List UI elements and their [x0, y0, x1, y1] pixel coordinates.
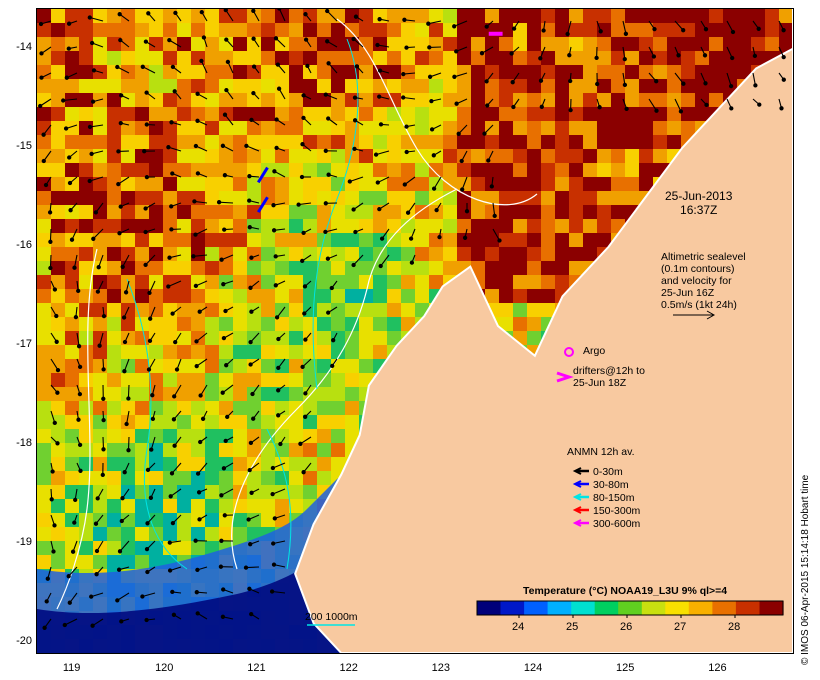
anmn-legend-label: 80-150m — [593, 492, 635, 504]
colorbar-swatch — [571, 601, 596, 615]
anmn-legend-arrowhead — [572, 506, 582, 514]
colorbar-swatch — [547, 601, 572, 615]
y-tick-label: -17 — [16, 337, 32, 350]
credit-text: © IMOS 06-Apr-2015 15:14:18 Hobart time — [800, 474, 811, 665]
colorbar-swatch — [759, 601, 784, 615]
depth-scale-label: 200 1000m — [305, 611, 358, 623]
sst-map-canvas — [37, 9, 793, 653]
anmn-legend-label: 150-300m — [593, 505, 641, 517]
y-tick-label: -20 — [16, 635, 32, 648]
argo-symbol — [564, 347, 574, 357]
anmn-marker-blue — [256, 166, 269, 184]
colorbar-tick-label: 25 — [566, 621, 579, 633]
altimetry-line-1: Altimetric sealevel — [661, 251, 746, 263]
argo-label: Argo — [583, 345, 606, 357]
altimetry-note: Altimetric sealevel (0.1m contours) and … — [661, 251, 746, 311]
drifters-label: drifters@12h to 25-Jun 18Z — [573, 365, 645, 389]
altimetry-line-5: 0.5m/s (1kt 24h) — [661, 299, 737, 311]
x-tick-label: 125 — [616, 662, 635, 674]
x-tick-label: 123 — [431, 662, 451, 674]
y-tick-label: -18 — [16, 436, 32, 449]
anmn-legend-arrowhead — [572, 519, 582, 527]
anmn-legend-label: 300-600m — [593, 518, 641, 530]
altimetry-line-2: (0.1m contours) — [661, 263, 735, 275]
velocity-arrows — [38, 9, 786, 630]
date-label: 25-Jun-2013 16:37Z — [665, 189, 732, 217]
colorbar-swatch — [500, 601, 525, 615]
sst-map: 25-Jun-2013 16:37Z Altimetric sealevel (… — [36, 8, 794, 654]
x-tick-label: 126 — [708, 662, 727, 674]
date-line-1: 25-Jun-2013 — [665, 189, 733, 203]
altimetry-line-4: 25-Jun 16Z — [661, 287, 715, 299]
anmn-legend-arrowhead — [572, 467, 582, 475]
colorbar — [476, 600, 784, 618]
cold-shelf-band — [37, 464, 363, 653]
colorbar-swatch — [641, 601, 666, 615]
x-tick-label: 121 — [247, 662, 266, 674]
colorbar-tick-label: 24 — [512, 621, 525, 633]
colorbar-tick-label: 26 — [620, 621, 633, 633]
anmn-legend-label: 30-80m — [593, 479, 629, 491]
x-tick-label: 120 — [155, 662, 174, 674]
colorbar-swatch — [618, 601, 643, 615]
x-tick-label: 124 — [523, 662, 543, 674]
colorbar-swatch — [524, 601, 549, 615]
colorbar-swatch — [688, 601, 713, 615]
velocity-scale-arrowhead — [706, 310, 716, 320]
anmn-legend-arrowhead — [572, 480, 582, 488]
colorbar-swatch — [477, 601, 502, 615]
y-tick-label: -19 — [16, 536, 32, 548]
colorbar-title: Temperature (°C) NOAA19_L3U 9% ql>=4 — [523, 585, 728, 597]
drifters-line-2: 25-Jun 18Z — [573, 377, 627, 389]
colorbar-swatch — [665, 601, 690, 615]
x-tick-label: 119 — [62, 662, 81, 674]
colorbar-border — [476, 600, 784, 616]
anmn-legend-label: 0-30m — [593, 466, 623, 478]
drifters-line-1: drifters@12h to — [573, 365, 645, 377]
colorbar-swatch — [712, 601, 737, 615]
anmn-marker-blue-2 — [256, 196, 269, 213]
y-tick-label: -15 — [16, 139, 32, 152]
anmn-legend-arrowhead — [572, 493, 582, 501]
anmn-legend-title: ANMN 12h av. — [567, 446, 635, 458]
colorbar-swatch — [594, 601, 619, 615]
date-line-2: 16:37Z — [680, 203, 718, 217]
drifter-symbol — [556, 371, 574, 383]
land — [294, 9, 793, 653]
y-tick-label: -16 — [16, 238, 32, 251]
altimetry-line-3: and velocity for — [661, 275, 732, 287]
x-tick-label: 122 — [339, 662, 358, 674]
y-tick-label: -14 — [16, 40, 32, 53]
colorbar-tick-label: 28 — [728, 621, 741, 633]
colorbar-swatch — [735, 601, 760, 615]
colorbar-tick-label: 27 — [674, 621, 687, 633]
